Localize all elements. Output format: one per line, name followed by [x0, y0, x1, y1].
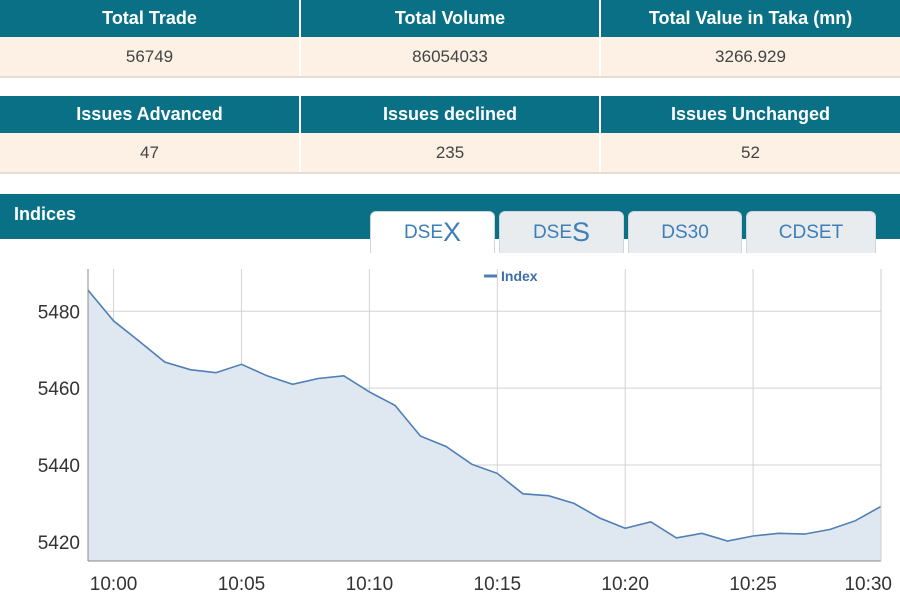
value-issues-declined: 235 — [300, 133, 601, 174]
series-area-index — [88, 290, 881, 561]
y-tick-labels: 5420 5440 5460 5480 — [38, 302, 80, 554]
value-total-volume: 86054033 — [300, 37, 601, 78]
x-tick-label: 10:10 — [346, 574, 394, 595]
tab-cdset-label: CDSET — [778, 221, 844, 243]
tab-ds30-label: DS30 — [661, 221, 709, 243]
y-tick-label: 5420 — [38, 533, 80, 554]
tab-ds30[interactable]: DS30 — [628, 211, 742, 253]
value-total-value: 3266.929 — [600, 37, 900, 78]
value-total-trade: 56749 — [0, 37, 301, 78]
x-tick-labels: 10:00 10:05 10:10 10:15 10:20 10:25 10:30 — [90, 574, 892, 595]
indices-title: Indices — [14, 204, 77, 224]
y-tick-label: 5480 — [38, 302, 80, 323]
value-issues-unchanged: 52 — [600, 133, 900, 174]
tab-dsex[interactable]: DSE X — [370, 211, 495, 253]
tab-dsex-suffix: X — [443, 217, 462, 247]
header-total-volume: Total Volume — [300, 0, 601, 37]
x-tick-label: 10:15 — [474, 574, 522, 595]
value-issues-advanced: 47 — [0, 133, 301, 174]
header-issues-unchanged: Issues Unchanged — [600, 96, 900, 133]
x-tick-label: 10:30 — [844, 574, 892, 595]
header-total-value: Total Value in Taka (mn) — [600, 0, 900, 37]
tab-dsex-prefix: DSE — [403, 221, 444, 243]
issues-table: Issues Advanced Issues declined Issues U… — [0, 96, 900, 174]
x-tick-label: 10:25 — [729, 574, 777, 595]
legend-label-index: Index — [501, 268, 538, 284]
header-total-trade: Total Trade — [0, 0, 301, 37]
chart-axes — [87, 269, 882, 562]
market-summary-table: Total Trade Total Volume Total Value in … — [0, 0, 900, 78]
x-tick-label: 10:20 — [601, 574, 649, 595]
x-tick-label: 10:05 — [218, 574, 266, 595]
chart-container: 5420 5440 5460 5480 10:00 10:05 10:10 10:15 10:… — [0, 239, 900, 600]
tab-dses-suffix: S — [572, 217, 591, 247]
header-issues-declined: Issues declined — [300, 96, 601, 133]
y-tick-label: 5460 — [38, 379, 80, 400]
y-tick-label: 5440 — [38, 456, 80, 477]
header-issues-advanced: Issues Advanced — [0, 96, 301, 133]
x-tick-label: 10:00 — [90, 574, 138, 595]
tab-cdset[interactable]: CDSET — [746, 211, 876, 253]
series-line-index — [87, 289, 882, 542]
tab-dses-prefix: DSE — [532, 221, 573, 243]
tab-dses[interactable]: DSE S — [499, 211, 624, 253]
